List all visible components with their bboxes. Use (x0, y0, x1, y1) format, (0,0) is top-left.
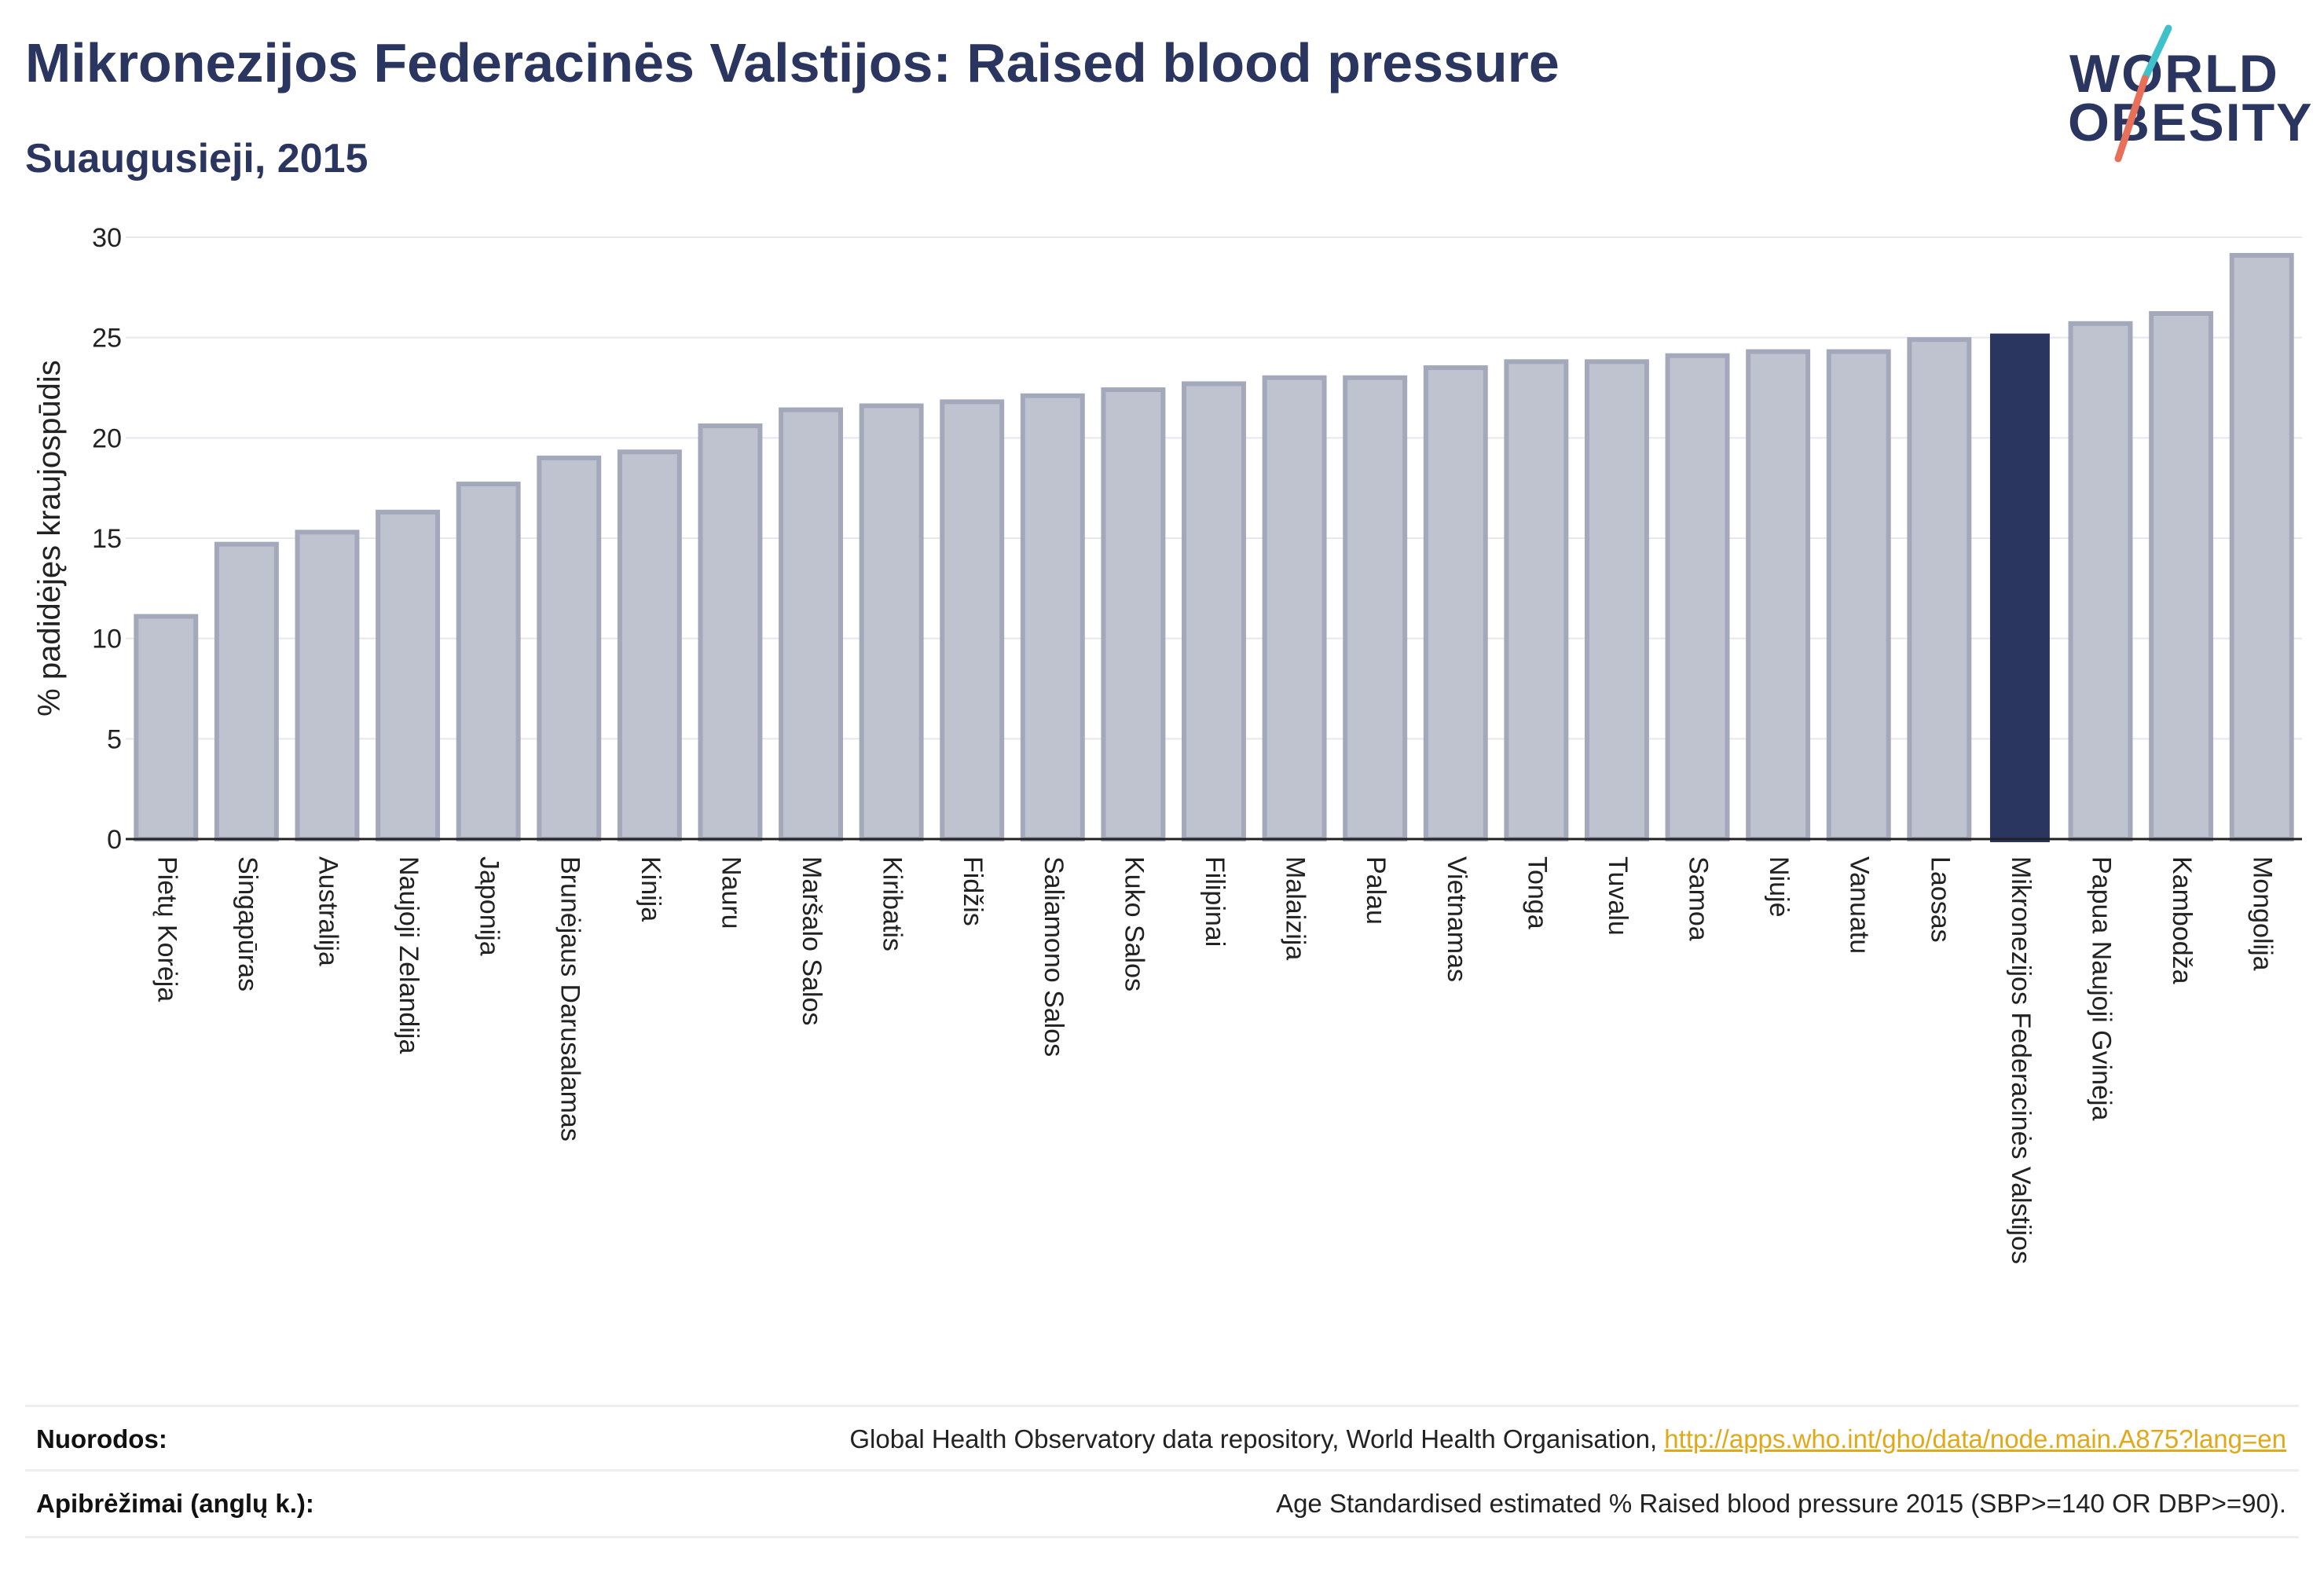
y-tick-label: 0 (107, 825, 122, 855)
bar (2068, 321, 2133, 841)
x-tick-label: Vanuatu (1845, 856, 1875, 954)
x-tick-label: Japonija (475, 856, 504, 956)
x-tick-label: Mikronezijos Federacinės Valstijos (2006, 856, 2036, 1264)
logo-text-world: WORLD (2069, 44, 2279, 104)
bar (1182, 381, 1246, 842)
bar (214, 541, 279, 841)
bar (1907, 337, 1972, 842)
y-tick-label: 20 (92, 423, 122, 453)
x-tick-label: Mongolija (2248, 856, 2278, 971)
bar-chart: 0 5 10 15 20 25 30 Pietų Korėja Singapūras Austr… (32, 223, 2302, 1264)
x-tick-label: Malaizija (1281, 856, 1310, 960)
bar (940, 399, 1005, 841)
definitions-label: Apibrėžimai (anglų k.): (36, 1489, 314, 1518)
x-tick-label: Brunėjaus Darusalamas (555, 856, 585, 1142)
bar (134, 614, 199, 842)
bar (1504, 359, 1569, 842)
bar (295, 530, 360, 842)
references-value: Global Health Observatory data repositor… (849, 1424, 2286, 1454)
x-tick-label: Kuko Salos (1119, 856, 1149, 991)
logo-slash-icon (2114, 24, 2172, 163)
y-tick-label: 25 (92, 324, 122, 354)
y-tick-label: 15 (92, 524, 122, 554)
references-link[interactable]: http://apps.who.int/gho/data/node.main.A… (1664, 1424, 2286, 1453)
bar (1585, 359, 1649, 842)
x-tick-label: Fidžis (958, 856, 988, 926)
x-tick-label: Maršalo Salos (797, 856, 827, 1025)
definitions-value: Age Standardised estimated % Raised bloo… (1276, 1489, 2286, 1518)
world-obesity-logo: WORLD OBESITY (2043, 24, 2312, 165)
y-axis-label: % padidėjęs kraujospūdis (32, 360, 67, 717)
x-tick-label: Tonga (1522, 856, 1552, 929)
bar (2229, 252, 2294, 842)
bar (376, 509, 441, 841)
bar (1826, 349, 1891, 842)
x-tick-label: Vietnamas (1442, 856, 1472, 982)
bar (617, 449, 682, 841)
x-tick-label: Papua Naujoji Gvinėja (2087, 856, 2117, 1121)
x-tick-label: Nauru (716, 856, 746, 929)
x-tick-label: Palau (1361, 856, 1391, 925)
bar (1020, 393, 1085, 842)
logo-text-obesity: OBESITY (2068, 93, 2314, 152)
y-tick-label: 10 (92, 625, 122, 654)
x-tick-label: Saliamono Salos (1039, 856, 1069, 1057)
bar (859, 403, 924, 841)
x-tick-label: Kiribatis (878, 856, 907, 951)
x-tick-label: Kambodža (2167, 856, 2197, 984)
bar (1262, 375, 1327, 841)
x-tick-label: Australija (313, 856, 343, 966)
x-tick-label: Samoa (1684, 856, 1714, 941)
x-axis-labels: Pietų Korėja Singapūras Australija Naujoji … (152, 856, 2277, 1264)
bar (537, 455, 602, 841)
bar (456, 482, 521, 841)
x-tick-label: Niujė (1764, 856, 1794, 917)
bars (134, 252, 2294, 842)
y-tick-label: 30 (92, 223, 122, 253)
x-tick-label: Naujoji Zelandija (394, 856, 423, 1054)
bar-highlighted (1989, 333, 2050, 842)
x-tick-label: Laosas (1925, 856, 1955, 943)
bar (1101, 387, 1166, 841)
bar (1343, 375, 1408, 841)
references-label: Nuorodos: (36, 1424, 167, 1453)
x-tick-label: Singapūras (233, 856, 262, 991)
x-tick-label: Filipinai (1200, 856, 1230, 947)
references-text: Global Health Observatory data repositor… (849, 1424, 1665, 1453)
bar (1746, 349, 1811, 842)
chart-title: Mikronezijos Federacinės Valstijos: Rais… (25, 32, 1560, 93)
x-tick-label: Kinija (636, 856, 665, 922)
footer-references-row: Nuorodos: Global Health Observatory data… (25, 1405, 2299, 1472)
y-tick-label: 5 (107, 724, 122, 754)
x-tick-label: Tuvalu (1603, 856, 1633, 936)
bar (779, 407, 843, 841)
y-axis-ticks: 0 5 10 15 20 25 30 (92, 223, 122, 855)
bar (1423, 365, 1488, 841)
bar (2149, 311, 2214, 841)
bar (1665, 353, 1730, 841)
x-tick-label: Pietų Korėja (152, 856, 181, 1002)
chart-subtitle: Suaugusieji, 2015 (25, 136, 368, 181)
footer-definitions-row: Apibrėžimai (anglų k.): Age Standardised… (25, 1469, 2299, 1538)
bar (698, 423, 763, 841)
